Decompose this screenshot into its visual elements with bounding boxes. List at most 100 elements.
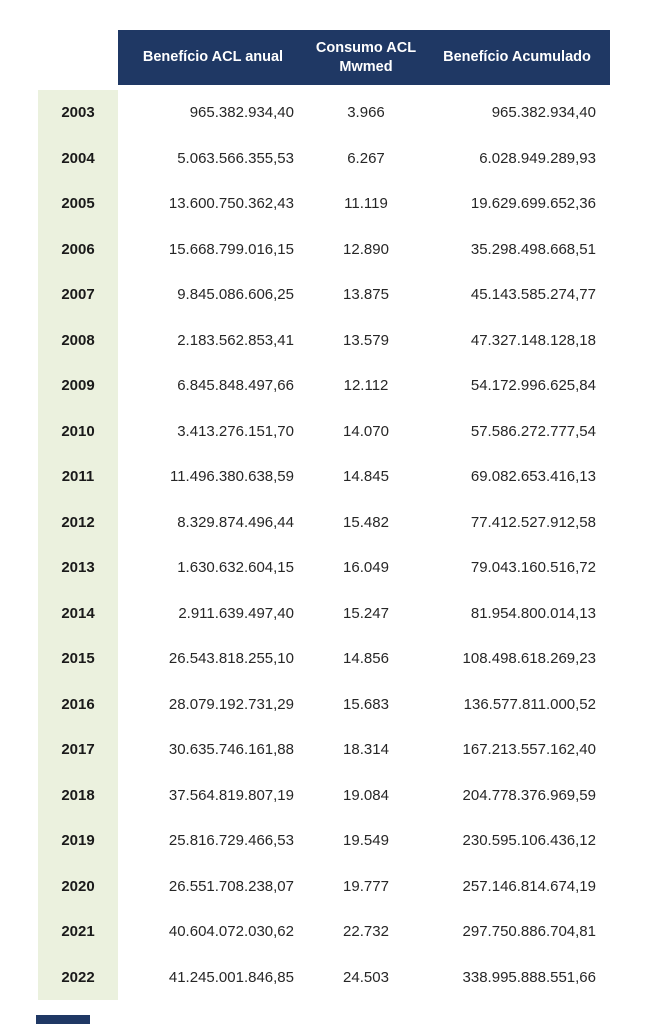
table-row: 2011 11.496.380.638,59 14.845 69.082.653.41…: [38, 454, 610, 500]
beneficio-acl-anual-cell: 13.600.750.362,43: [168, 195, 294, 213]
table-row: 2020 26.551.708.238,07 19.777 257.146.814.6…: [38, 863, 610, 909]
year-cell: 2008: [38, 317, 118, 363]
consumo-acl-mwmed-cell: 13.875: [343, 286, 389, 304]
beneficio-acumulado-cell: 6.028.949.289,93: [479, 149, 596, 167]
table-row: 2022 41.245.001.846,85 24.503 338.995.888.5…: [38, 954, 610, 1000]
beneficio-acl-anual-cell: 26.543.818.255,10: [168, 650, 294, 668]
beneficio-acl-anual-cell: 3.413.276.151,70: [177, 422, 294, 440]
table-row: 2017 30.635.746.161,88 18.314 167.213.557.1…: [38, 727, 610, 773]
year-column-header-spacer: [38, 30, 118, 85]
beneficio-acl-anual-cell: 40.604.072.030,62: [168, 923, 294, 941]
beneficio-acl-anual-cell: 965.382.934,40: [189, 104, 294, 122]
beneficio-acumulado-cell: 57.586.272.777,54: [470, 422, 596, 440]
year-cell: 2005: [38, 181, 118, 227]
beneficio-acumulado-cell: 45.143.585.274,77: [470, 286, 596, 304]
consumo-acl-mwmed-cell: 19.549: [343, 832, 389, 850]
year-cell: 2014: [38, 590, 118, 636]
beneficio-acl-anual-cell: 2.183.562.853,41: [177, 331, 294, 349]
acl-benefit-table: Benefício ACL anual Consumo ACL Mwmed Be…: [38, 30, 610, 1000]
year-cell: 2006: [38, 226, 118, 272]
beneficio-acumulado-cell: 257.146.814.674,19: [462, 877, 596, 895]
beneficio-acl-anual-cell: 8.329.874.496,44: [177, 513, 294, 531]
table-row: 2013 1.630.632.604,15 16.049 79.043.160.516…: [38, 545, 610, 591]
consumo-acl-mwmed-cell: 6.267: [347, 149, 385, 167]
beneficio-acumulado-cell: 230.595.106.436,12: [462, 832, 596, 850]
beneficio-acumulado-cell: 81.954.800.014,13: [470, 604, 596, 622]
consumo-acl-mwmed-cell: 15.482: [343, 513, 389, 531]
consumo-acl-mwmed-cell: 12.890: [343, 240, 389, 258]
column-header-beneficio-acl-anual: Benefício ACL anual: [118, 30, 308, 85]
beneficio-acumulado-cell: 35.298.498.668,51: [470, 240, 596, 258]
beneficio-acumulado-cell: 338.995.888.551,66: [462, 968, 596, 986]
beneficio-acl-anual-cell: 15.668.799.016,15: [168, 240, 294, 258]
beneficio-acumulado-cell: 69.082.653.416,13: [470, 468, 596, 486]
beneficio-acumulado-cell: 297.750.886.704,81: [462, 923, 596, 941]
table-row: 2006 15.668.799.016,15 12.890 35.298.498.66…: [38, 226, 610, 272]
year-cell: 2017: [38, 727, 118, 773]
table-row: 2021 40.604.072.030,62 22.732 297.750.886.7…: [38, 909, 610, 955]
consumo-acl-mwmed-cell: 18.314: [343, 741, 389, 759]
next-table-header-fragment: [36, 1015, 90, 1024]
year-cell: 2003: [38, 90, 118, 136]
year-cell: 2016: [38, 681, 118, 727]
year-cell: 2010: [38, 408, 118, 454]
consumo-acl-mwmed-cell: 15.247: [343, 604, 389, 622]
consumo-acl-mwmed-cell: 16.049: [343, 559, 389, 577]
year-cell: 2019: [38, 818, 118, 864]
consumo-acl-mwmed-cell: 14.070: [343, 422, 389, 440]
table-row: 2019 25.816.729.466,53 19.549 230.595.106.4…: [38, 818, 610, 864]
table-row: 2009 6.845.848.497,66 12.112 54.172.996.625…: [38, 363, 610, 409]
beneficio-acumulado-cell: 965.382.934,40: [491, 104, 596, 122]
column-header-consumo-acl-mwmed: Consumo ACL Mwmed: [308, 30, 424, 85]
beneficio-acl-anual-cell: 26.551.708.238,07: [168, 877, 294, 895]
year-cell: 2020: [38, 863, 118, 909]
beneficio-acl-anual-cell: 5.063.566.355,53: [177, 149, 294, 167]
table-row: 2012 8.329.874.496,44 15.482 77.412.527.912…: [38, 499, 610, 545]
year-cell: 2013: [38, 545, 118, 591]
year-cell: 2021: [38, 909, 118, 955]
consumo-acl-mwmed-cell: 13.579: [343, 331, 389, 349]
column-header-beneficio-acumulado: Benefício Acumulado: [424, 30, 610, 85]
beneficio-acl-anual-cell: 6.845.848.497,66: [177, 377, 294, 395]
beneficio-acl-anual-cell: 2.911.639.497,40: [178, 604, 294, 622]
beneficio-acl-anual-cell: 37.564.819.807,19: [168, 786, 294, 804]
consumo-acl-mwmed-cell: 14.856: [343, 650, 389, 668]
year-cell: 2011: [38, 454, 118, 500]
beneficio-acumulado-cell: 19.629.699.652,36: [470, 195, 596, 213]
consumo-acl-mwmed-cell: 15.683: [343, 695, 389, 713]
table-row: 2016 28.079.192.731,29 15.683 136.577.811.0…: [38, 681, 610, 727]
beneficio-acl-anual-cell: 9.845.086.606,25: [177, 286, 294, 304]
year-cell: 2007: [38, 272, 118, 318]
beneficio-acumulado-cell: 79.043.160.516,72: [470, 559, 596, 577]
beneficio-acl-anual-cell: 11.496.380.638,59: [169, 468, 294, 486]
year-cell: 2004: [38, 135, 118, 181]
consumo-acl-mwmed-cell: 19.084: [343, 786, 389, 804]
year-cell: 2022: [38, 954, 118, 1000]
year-cell: 2012: [38, 499, 118, 545]
table-row: 2010 3.413.276.151,70 14.070 57.586.272.777…: [38, 408, 610, 454]
beneficio-acumulado-cell: 136.577.811.000,52: [463, 695, 596, 713]
beneficio-acumulado-cell: 167.213.557.162,40: [462, 741, 596, 759]
beneficio-acumulado-cell: 204.778.376.969,59: [462, 786, 596, 804]
beneficio-acumulado-cell: 77.412.527.912,58: [470, 513, 596, 531]
consumo-acl-mwmed-cell: 22.732: [343, 923, 389, 941]
consumo-acl-mwmed-cell: 11.119: [344, 195, 388, 213]
table-body: 2003 965.382.934,40 3.966 965.382.934,40 200…: [38, 90, 610, 1000]
table-header-row: Benefício ACL anual Consumo ACL Mwmed Be…: [38, 30, 610, 85]
beneficio-acl-anual-cell: 28.079.192.731,29: [168, 695, 294, 713]
year-cell: 2009: [38, 363, 118, 409]
year-cell: 2018: [38, 772, 118, 818]
beneficio-acl-anual-cell: 41.245.001.846,85: [168, 968, 294, 986]
table-row: 2008 2.183.562.853,41 13.579 47.327.148.128…: [38, 317, 610, 363]
consumo-acl-mwmed-cell: 24.503: [343, 968, 389, 986]
beneficio-acl-anual-cell: 30.635.746.161,88: [168, 741, 294, 759]
beneficio-acl-anual-cell: 25.816.729.466,53: [168, 832, 294, 850]
beneficio-acumulado-cell: 47.327.148.128,18: [470, 331, 596, 349]
table-row: 2007 9.845.086.606,25 13.875 45.143.585.274…: [38, 272, 610, 318]
consumo-acl-mwmed-cell: 3.966: [347, 104, 385, 122]
table-row: 2003 965.382.934,40 3.966 965.382.934,40: [38, 90, 610, 136]
beneficio-acumulado-cell: 108.498.618.269,23: [462, 650, 596, 668]
table-row: 2005 13.600.750.362,43 11.119 19.629.699.65…: [38, 181, 610, 227]
table-row: 2018 37.564.819.807,19 19.084 204.778.376.9…: [38, 772, 610, 818]
